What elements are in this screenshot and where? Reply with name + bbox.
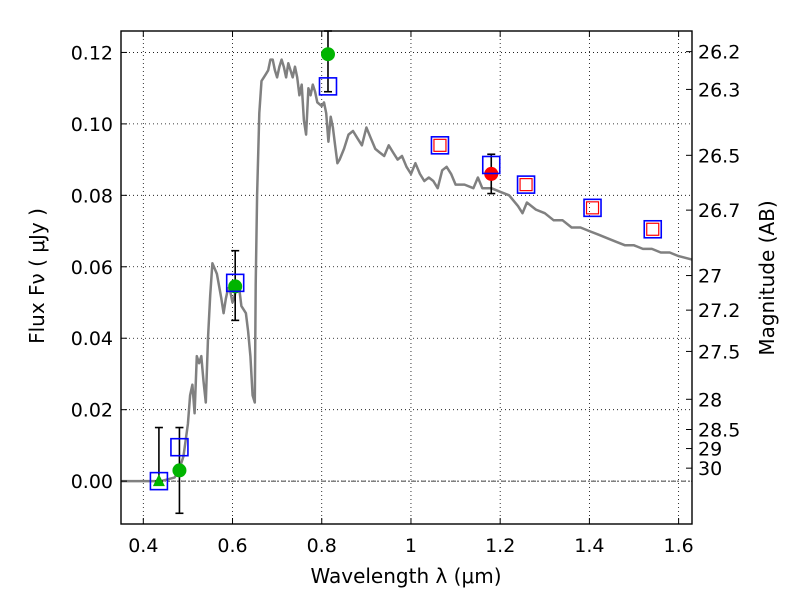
model-photometry-box bbox=[318, 77, 338, 96]
y-tick-label: 0.02 bbox=[71, 400, 113, 422]
x-tick-label: 0.4 bbox=[128, 535, 158, 557]
mag-tick-label: 26.3 bbox=[698, 79, 740, 101]
mag-tick-label: 27 bbox=[698, 266, 722, 288]
model-photometry-box bbox=[225, 273, 245, 293]
x-tick-label: 1 bbox=[405, 535, 417, 557]
x-tick-label: 1.2 bbox=[485, 535, 515, 557]
y-tick-label: 0.00 bbox=[71, 471, 113, 493]
x-tick-label: 0.6 bbox=[217, 535, 247, 557]
y-tick-label: 0.12 bbox=[71, 42, 113, 64]
y-axis-label: Flux Fν ( μJy ) bbox=[25, 208, 49, 344]
mag-tick-label: 26.5 bbox=[698, 145, 740, 167]
x-tick-label: 1.6 bbox=[664, 535, 694, 557]
x-tick-label: 1.4 bbox=[574, 535, 604, 557]
mag-tick-label: 29 bbox=[698, 439, 722, 461]
observed-point bbox=[320, 47, 335, 62]
model-photometry-box bbox=[430, 136, 450, 155]
model-photometry-box bbox=[170, 437, 189, 457]
y-tick-label: 0.08 bbox=[71, 185, 113, 207]
model-photometry-points bbox=[149, 77, 663, 491]
mag-tick-label: 28 bbox=[698, 389, 722, 411]
mag-tick-label: 27.5 bbox=[698, 341, 740, 363]
y-tick-label: 0.06 bbox=[71, 257, 113, 279]
right-axis-label: Magnitude (AB) bbox=[755, 200, 779, 355]
model-photometry-box-inner bbox=[519, 178, 533, 192]
y-tick-label: 0.10 bbox=[71, 114, 113, 136]
model-photometry-box bbox=[481, 155, 501, 175]
mag-tick-label: 26.2 bbox=[698, 42, 740, 64]
model-sed bbox=[121, 58, 693, 483]
observed-upper-limit bbox=[152, 474, 165, 487]
mag-tick-label: 27.2 bbox=[698, 300, 740, 322]
plot-frame bbox=[120, 30, 693, 525]
axis-ticks: 0.4 0.6 0.8 1 1.2 1.4 1.6 0.00 0.02 0.04 0.06 0.08 0… bbox=[71, 31, 740, 557]
model-photometry-box bbox=[516, 175, 536, 194]
grid-lines bbox=[121, 31, 692, 524]
model-photometry-box bbox=[643, 219, 663, 239]
observed-point bbox=[172, 463, 187, 478]
model-sed-line bbox=[121, 58, 693, 483]
mag-tick-label: 30 bbox=[698, 458, 722, 480]
model-photometry-box-inner bbox=[585, 201, 600, 215]
observed-point bbox=[228, 279, 243, 294]
x-axis-label: Wavelength λ (μm) bbox=[310, 564, 501, 588]
mag-tick-label: 28.5 bbox=[698, 419, 740, 441]
model-photometry-box-inner bbox=[433, 138, 447, 152]
x-tick-label: 0.8 bbox=[307, 535, 337, 557]
model-photometry-box bbox=[149, 471, 169, 491]
mag-tick-label: 26.7 bbox=[698, 200, 740, 222]
model-photometry-box bbox=[583, 198, 602, 218]
y-tick-label: 0.04 bbox=[71, 328, 113, 350]
model-photometry-box-inner bbox=[646, 222, 660, 236]
